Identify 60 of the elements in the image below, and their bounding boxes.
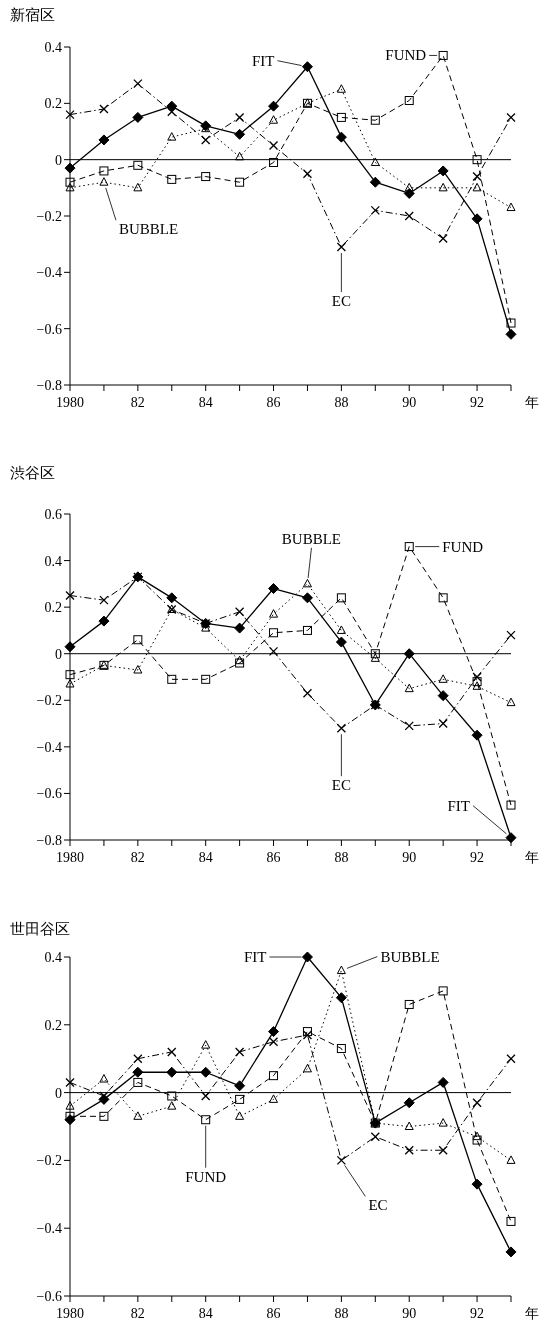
y-tick-label: −0.4 xyxy=(36,739,62,755)
chart-title: 世田谷区 xyxy=(10,921,70,937)
x-tick-label: 1980 xyxy=(56,850,84,865)
y-tick-label: −0.6 xyxy=(36,321,62,337)
annotation: FUND xyxy=(185,1168,227,1185)
annotation: FIT xyxy=(243,949,267,965)
x-tick-label: 88 xyxy=(334,850,349,865)
y-tick-label: −0.4 xyxy=(36,1221,62,1237)
x-tick-label: 90 xyxy=(402,1306,417,1321)
y-tick-label: 0.4 xyxy=(44,950,62,965)
x-tick-label: 90 xyxy=(402,850,417,865)
chart-title: 新宿区 xyxy=(10,7,55,23)
y-tick-label: −0.2 xyxy=(36,693,62,709)
x-tick-label: 84 xyxy=(198,850,213,865)
y-tick-label: 0.6 xyxy=(44,507,62,522)
x-tick-label: 88 xyxy=(334,395,349,410)
y-tick-label: 0 xyxy=(55,1085,62,1101)
x-axis-title: 年 xyxy=(525,850,539,865)
annotation: BUBBLE xyxy=(118,221,179,238)
x-tick-label: 86 xyxy=(266,1306,281,1321)
y-tick-label: −0.8 xyxy=(36,833,62,848)
annotation: FIT xyxy=(251,52,275,69)
annotation: FIT xyxy=(447,797,470,814)
y-tick-label: −0.6 xyxy=(36,786,62,802)
x-tick-label: 82 xyxy=(130,395,145,410)
annotation: EC xyxy=(331,777,351,794)
annotation: BUBBLE xyxy=(281,530,342,547)
x-tick-label: 82 xyxy=(130,1306,145,1321)
y-tick-label: −0.2 xyxy=(36,1153,62,1169)
y-tick-label: 0.2 xyxy=(44,600,62,616)
x-tick-label: 84 xyxy=(198,395,213,410)
chart-title: 渋谷区 xyxy=(10,465,55,481)
y-tick-label: 0.4 xyxy=(44,40,62,55)
x-tick-label: 1980 xyxy=(56,395,84,410)
annotation: FUND xyxy=(442,538,484,555)
x-tick-label: 82 xyxy=(130,850,145,865)
x-tick-label: 92 xyxy=(470,850,485,865)
y-tick-label: 0.4 xyxy=(44,553,62,569)
y-tick-label: 0 xyxy=(55,152,62,168)
annotation: BUBBLE xyxy=(380,948,440,965)
annotation: EC xyxy=(331,292,351,309)
x-axis-title: 年 xyxy=(525,395,539,410)
annotation: EC xyxy=(368,1197,388,1214)
x-tick-label: 90 xyxy=(402,395,417,410)
x-tick-label: 1980 xyxy=(56,1306,84,1321)
x-tick-label: 88 xyxy=(334,1306,349,1321)
annotation: FUND xyxy=(385,47,427,64)
x-tick-label: 86 xyxy=(266,850,281,865)
y-tick-label: −0.8 xyxy=(36,378,62,393)
x-tick-label: 84 xyxy=(198,1306,213,1321)
y-tick-label: 0 xyxy=(55,646,62,662)
y-tick-label: −0.6 xyxy=(36,1289,62,1304)
x-axis-title: 年 xyxy=(525,1306,539,1321)
y-tick-label: 0.2 xyxy=(44,1017,62,1033)
x-tick-label: 92 xyxy=(470,1306,485,1321)
x-tick-label: 86 xyxy=(266,395,281,410)
y-tick-label: 0.2 xyxy=(44,96,62,112)
y-tick-label: −0.2 xyxy=(36,209,62,224)
x-tick-label: 92 xyxy=(470,395,485,410)
y-tick-label: −0.4 xyxy=(36,265,62,281)
